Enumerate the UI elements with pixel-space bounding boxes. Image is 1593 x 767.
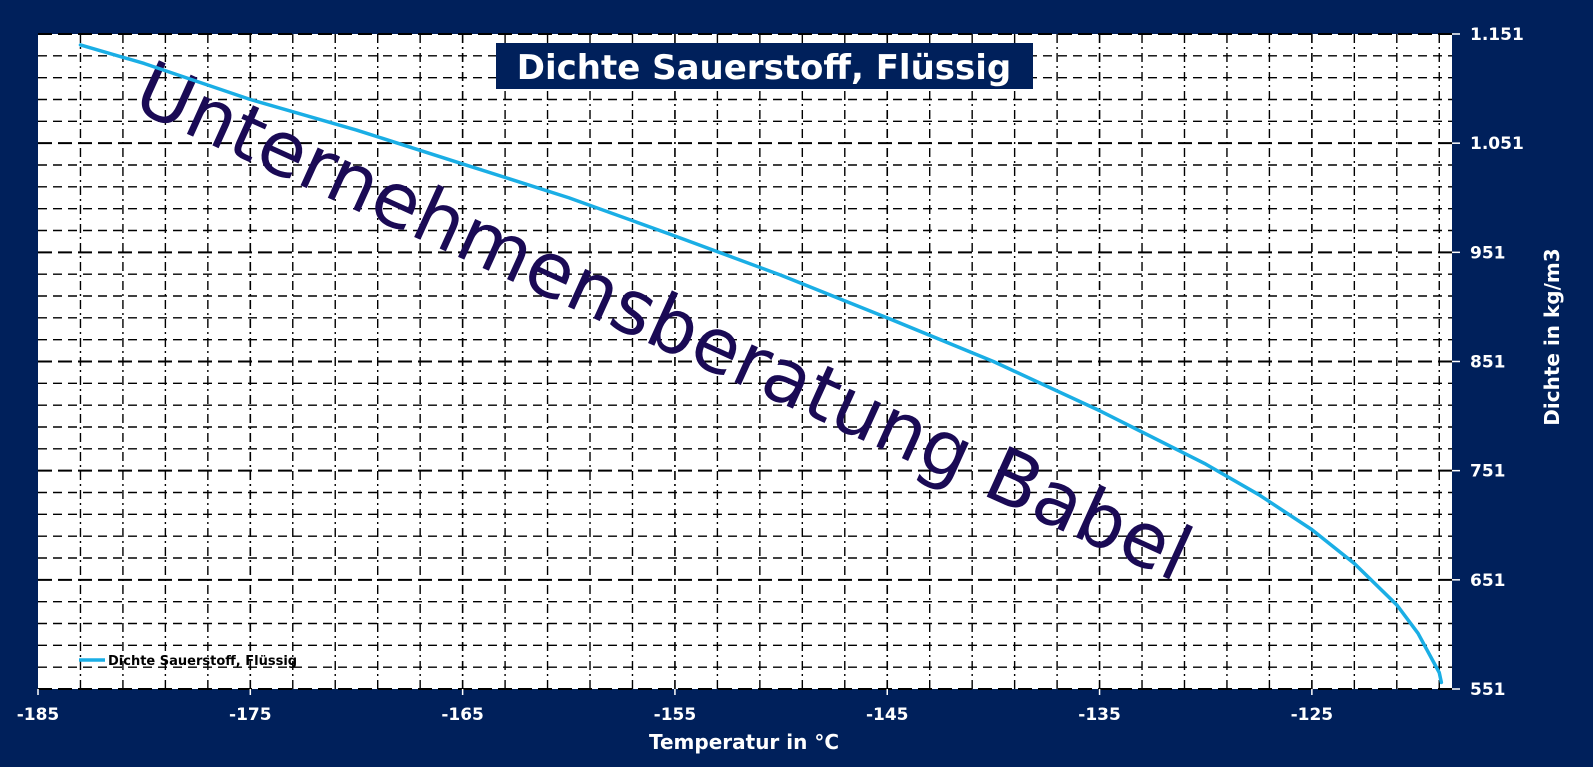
y-axis-ticks: 551 651 751 851 951 1.051 1.151 xyxy=(1452,25,1524,700)
x-tick-label: -185 xyxy=(17,705,60,725)
x-tick-label: -165 xyxy=(441,705,484,725)
legend: Dichte Sauerstoff, Flüssig xyxy=(79,654,297,669)
y-tick-label: 851 xyxy=(1470,353,1506,373)
y-tick-label: 951 xyxy=(1470,243,1506,263)
chart-title-box: Dichte Sauerstoff, Flüssig xyxy=(496,43,1033,89)
legend-label: Dichte Sauerstoff, Flüssig xyxy=(108,654,297,669)
y-tick-label: 1.151 xyxy=(1470,25,1524,45)
x-axis-ticks: -185 -175 -165 -155 -145 -135 -125 xyxy=(17,689,1333,725)
y-axis-title: Dichte in kg/m3 xyxy=(1540,248,1564,425)
y-tick-label: 651 xyxy=(1470,571,1506,591)
x-tick-label: -175 xyxy=(229,705,272,725)
y-tick-label: 551 xyxy=(1470,680,1506,700)
chart-title: Dichte Sauerstoff, Flüssig xyxy=(517,48,1012,88)
series-line-dichte-sauerstoff xyxy=(78,43,1444,685)
chart-title-background xyxy=(496,43,1033,89)
grid-lines xyxy=(38,33,1452,690)
y-tick-label: 1.051 xyxy=(1470,134,1524,154)
x-axis-title: Temperatur in °C xyxy=(649,730,839,754)
x-tick-label: -145 xyxy=(866,705,909,725)
x-tick-label: -155 xyxy=(654,705,697,725)
x-tick-label: -125 xyxy=(1291,705,1334,725)
y-tick-label: 751 xyxy=(1470,462,1506,482)
x-tick-label: -135 xyxy=(1078,705,1121,725)
